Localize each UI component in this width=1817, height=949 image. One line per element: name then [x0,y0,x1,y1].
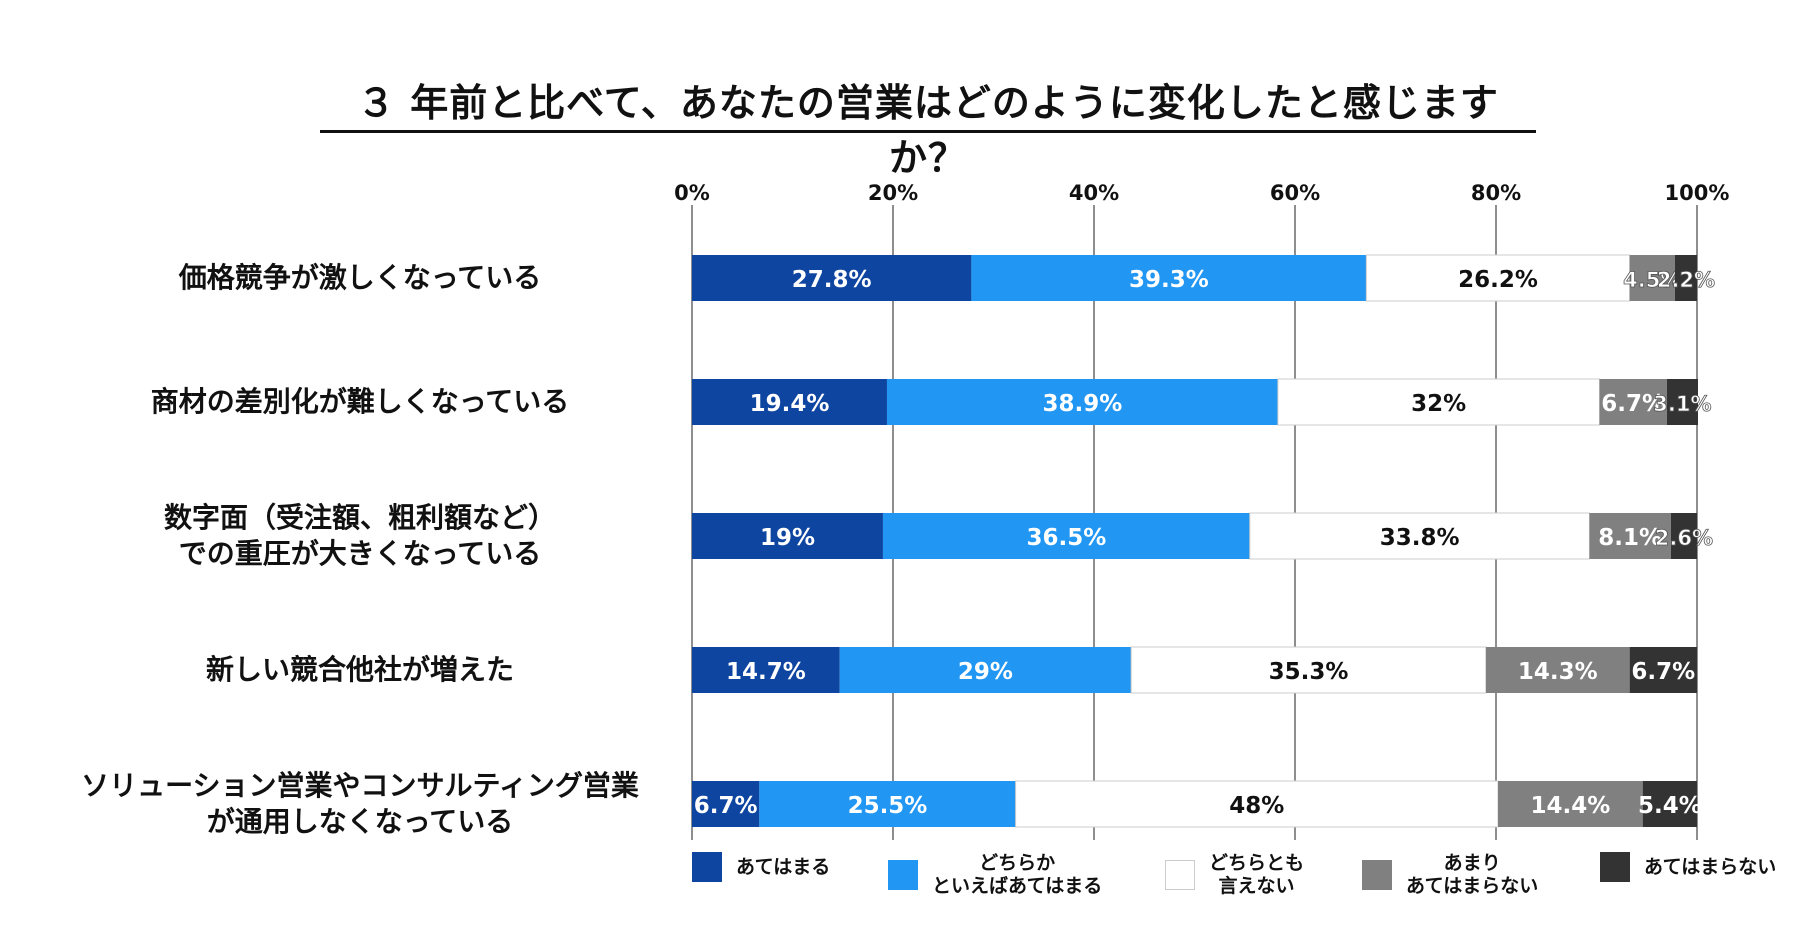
bar-segment [1629,647,1697,693]
bar-segment [882,513,1250,559]
bar-segment [1670,513,1697,559]
legend-swatch [1600,852,1630,882]
x-tick-label: 20% [868,181,918,205]
x-tick-label: 0% [674,181,710,205]
category-label: ソリューション営業やコンサルティング営業 が通用しなくなっている [81,769,639,838]
bar-data-label: 8.1% [1598,525,1662,551]
bar-segment [1629,255,1675,301]
category-label: 新しい競合他社が増えた [205,653,514,686]
bar-segment [1130,646,1487,694]
bar-data-label: 6.7% [1601,391,1665,417]
legend-item: あまり あてはまらない [1362,852,1538,898]
bar-segment [1365,254,1631,302]
bar-data-label: 25.5% [848,793,928,819]
x-tick-label: 100% [1665,181,1730,205]
bar-data-label: 32% [1411,391,1466,417]
bar-data-label: 14.7% [726,659,806,685]
bar-segment [1589,513,1671,559]
legend-label: あてはまる [736,855,831,878]
bar-segment [1666,379,1699,425]
legend-label: どちらか といえばあてはまる [932,852,1103,897]
category-label: 数字面（受注額、粗利額など） での重圧が大きくなっている [163,501,556,570]
bar-segment [1277,378,1601,426]
bar-data-label: 19.4% [750,391,830,417]
legend-swatch [692,852,722,882]
title-underline [320,130,1536,133]
legend-label: あてはまらない [1644,855,1777,878]
bar-segment [1249,512,1590,560]
legend-item: あてはまる [692,852,830,882]
legend-swatch [1362,860,1392,890]
bar-segment [1674,255,1697,301]
bar-data-label: 27.8% [792,267,872,293]
bar-data-label: 5.4% [1638,793,1702,819]
x-tick-label: 80% [1471,181,1521,205]
bar-data-label: 48% [1229,793,1284,819]
bar-data-label: 2.6% [1655,526,1713,550]
legend-swatch [1165,860,1195,890]
category-label: 商材の差別化が難しくなっている [150,385,570,418]
legend-item: あてはまらない [1600,852,1776,882]
bar-segment [1498,781,1643,827]
bar-data-label: 19% [760,525,815,551]
bar-segment [1599,379,1667,425]
legend-swatch [888,860,918,890]
bar-data-label: 33.8% [1380,525,1460,551]
bar-segment [971,255,1367,301]
bar-data-label: 4.5% [1623,268,1681,292]
bar-data-label: 39.3% [1129,267,1209,293]
bar-segment [692,647,840,693]
bar-segment [692,379,887,425]
bar-segment [1485,647,1630,693]
bar-data-label: 6.7% [1631,659,1695,685]
bar-segment [692,781,760,827]
legend-label: どちらとも 言えない [1209,852,1305,897]
bar-segment [1015,780,1499,828]
bar-segment [692,513,883,559]
bar-data-label: 36.5% [1026,525,1106,551]
legend-label: あまり あてはまらない [1406,852,1539,897]
bar-data-label: 26.2% [1458,267,1538,293]
bar-data-label: 29% [958,659,1013,685]
bar-data-label: 14.4% [1530,793,1610,819]
legend-item: どちらか といえばあてはまる [888,852,1102,898]
bar-segment [886,379,1278,425]
chart-title: ３ 年前と比べて、あなたの営業はどのように変化したと感じますか？ [357,81,1499,180]
bar-data-label: 35.3% [1269,659,1349,685]
bar-data-label: 6.7% [694,793,758,819]
x-tick-label: 60% [1270,181,1320,205]
bar-segment [692,255,972,301]
bar-segment [839,647,1132,693]
legend-item: どちらとも 言えない [1165,852,1304,898]
bar-data-label: 14.3% [1518,659,1598,685]
bar-segment [759,781,1016,827]
bar-data-label: 2.2% [1657,268,1715,292]
x-tick-label: 40% [1069,181,1119,205]
category-label: 価格競争が激しくなっている [178,261,542,294]
bar-segment [1642,781,1697,827]
bar-data-label: 38.9% [1043,391,1123,417]
bar-data-label: 3.1% [1653,392,1711,416]
